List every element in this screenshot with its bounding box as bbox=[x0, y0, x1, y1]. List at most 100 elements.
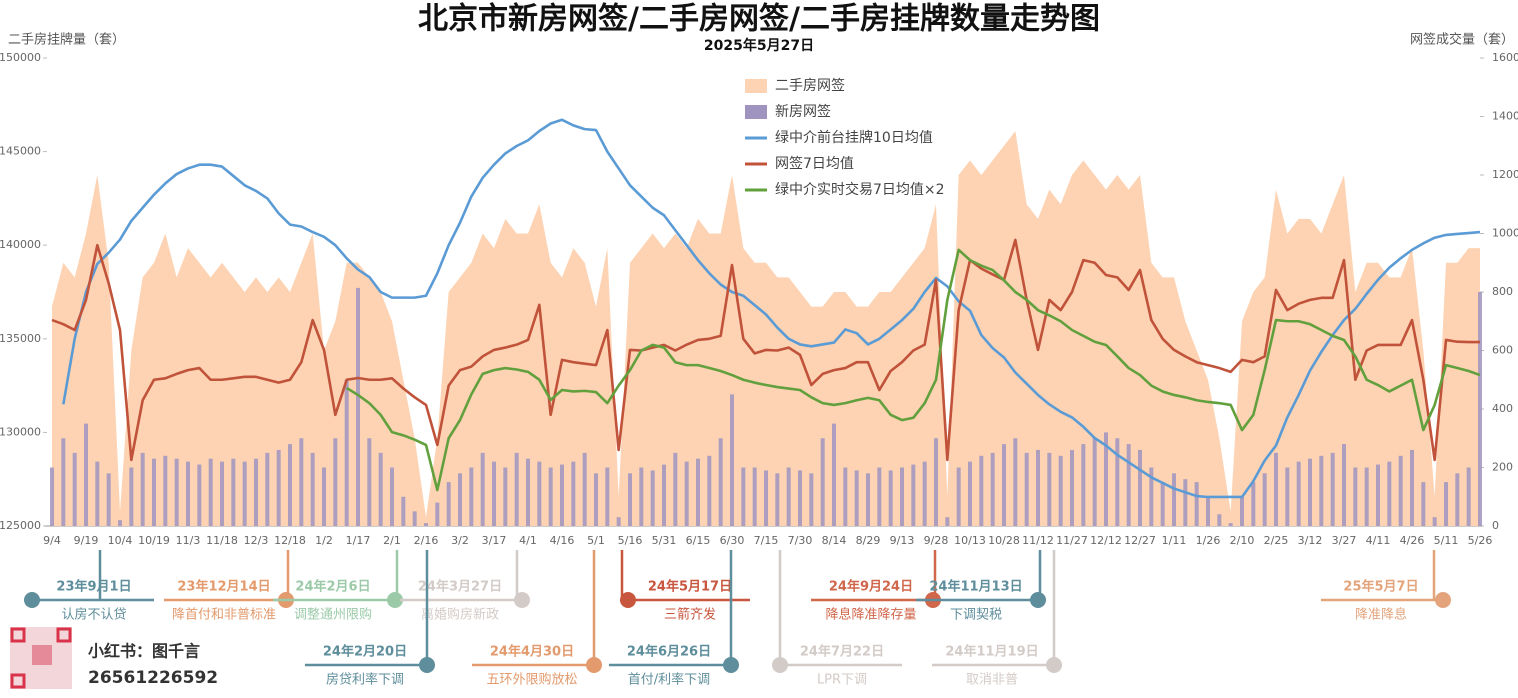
bar bbox=[548, 467, 553, 526]
x-tick-label: 5/1 bbox=[587, 534, 605, 547]
x-tick-label: 4/11 bbox=[1366, 534, 1391, 547]
bar bbox=[344, 379, 349, 526]
annotation-marker bbox=[1030, 592, 1046, 608]
bar bbox=[752, 467, 757, 526]
annotation-date: 24年3月27日 bbox=[418, 579, 502, 595]
annotation-text: LPR下调 bbox=[817, 673, 867, 688]
x-tick-label: 5/11 bbox=[1434, 534, 1459, 547]
bar bbox=[1228, 523, 1233, 526]
line bbox=[51, 238, 1480, 462]
x-tick-label: 5/26 bbox=[1468, 534, 1493, 547]
bar bbox=[1104, 432, 1108, 526]
bar bbox=[684, 461, 689, 526]
annotation-date: 23年12月14日 bbox=[177, 579, 270, 595]
x-tick-label: 11/27 bbox=[1056, 534, 1088, 547]
x-tick-label: 9/13 bbox=[890, 534, 915, 547]
y-tick-label: 130000 bbox=[0, 425, 41, 438]
x-tick-label: 1/2 bbox=[315, 534, 333, 547]
bar bbox=[1444, 482, 1448, 526]
bar bbox=[1013, 438, 1018, 526]
x-tick-label: 6/15 bbox=[686, 534, 711, 547]
annotation-text: 调整通州限购 bbox=[294, 607, 372, 623]
bar bbox=[650, 470, 655, 526]
qr-code bbox=[10, 627, 72, 689]
x-tick-label: 3/27 bbox=[1332, 534, 1357, 547]
bar bbox=[877, 467, 882, 526]
bar bbox=[231, 458, 236, 526]
bar bbox=[1183, 479, 1188, 526]
x-tick-label: 11/3 bbox=[176, 534, 201, 547]
bar bbox=[197, 464, 202, 526]
line bbox=[62, 118, 1481, 499]
bar bbox=[911, 464, 916, 526]
bar bbox=[1330, 452, 1335, 526]
footer-account: 小红书：图千言 bbox=[88, 642, 200, 661]
x-tick-label: 4/26 bbox=[1400, 534, 1425, 547]
x-tick-label: 3/17 bbox=[482, 534, 507, 547]
x-tick-label: 11/12 bbox=[1022, 534, 1054, 547]
bar bbox=[1285, 467, 1290, 526]
y-tick-label: 140000 bbox=[0, 238, 41, 251]
bar bbox=[968, 461, 972, 526]
annotation-date: 24年9月24日 bbox=[829, 579, 913, 595]
bar bbox=[707, 455, 712, 526]
x-tick-label: 9/19 bbox=[74, 534, 99, 547]
bar bbox=[1455, 473, 1460, 526]
x-tick-label: 2/16 bbox=[414, 534, 439, 547]
bar bbox=[72, 452, 77, 526]
annotation-marker bbox=[24, 592, 40, 608]
bar bbox=[1138, 449, 1142, 526]
bar bbox=[367, 438, 372, 526]
bar bbox=[832, 423, 836, 526]
bar bbox=[741, 467, 746, 526]
bar bbox=[401, 496, 406, 526]
bar bbox=[1262, 473, 1267, 526]
bar bbox=[390, 467, 394, 526]
bar bbox=[254, 458, 258, 526]
bar bbox=[1172, 473, 1176, 526]
footer-id: 26561226592 bbox=[88, 668, 218, 688]
x-tick-label: 11/18 bbox=[206, 534, 238, 547]
bar bbox=[469, 467, 474, 526]
bar bbox=[412, 511, 417, 526]
bar bbox=[435, 502, 440, 526]
x-tick-label: 4/16 bbox=[550, 534, 575, 547]
x-tick-label: 3/12 bbox=[1298, 534, 1323, 547]
annotation-text: 降息降准降存量 bbox=[825, 607, 916, 623]
x-tick-label: 12/18 bbox=[274, 534, 306, 547]
bar bbox=[1092, 438, 1097, 526]
bar bbox=[95, 461, 100, 526]
bar bbox=[775, 473, 780, 526]
y2-tick-label: 1000 bbox=[1492, 227, 1518, 240]
area bbox=[52, 131, 1480, 526]
x-tick-label: 12/27 bbox=[1124, 534, 1156, 547]
x-tick-label: 9/4 bbox=[43, 534, 61, 547]
bar bbox=[299, 438, 304, 526]
bar bbox=[1024, 452, 1029, 526]
x-tick-label: 8/14 bbox=[822, 534, 847, 547]
annotation-marker bbox=[723, 657, 739, 673]
bar bbox=[288, 444, 292, 526]
bar bbox=[1058, 455, 1063, 526]
x-tick-label: 10/13 bbox=[954, 534, 986, 547]
x-tick-label: 8/29 bbox=[856, 534, 881, 547]
bar bbox=[730, 394, 734, 526]
bar bbox=[616, 517, 621, 526]
annotation-text: 三箭齐发 bbox=[664, 607, 716, 623]
bar bbox=[1194, 482, 1199, 526]
bar bbox=[888, 470, 893, 526]
x-tick-label: 10/19 bbox=[138, 534, 170, 547]
legend-label: 新房网签 bbox=[775, 103, 831, 120]
bar bbox=[526, 458, 530, 526]
bar bbox=[492, 461, 496, 526]
x-tick-label: 7/15 bbox=[754, 534, 779, 547]
annotation-text: 降准降息 bbox=[1355, 607, 1407, 623]
bar bbox=[174, 458, 179, 526]
annotation-marker bbox=[419, 657, 435, 673]
bar bbox=[1398, 455, 1403, 526]
y2-tick-label: 600 bbox=[1492, 344, 1513, 357]
annotation-text: 认房不认贷 bbox=[61, 607, 126, 623]
y-tick-label: 145000 bbox=[0, 145, 41, 158]
bar bbox=[956, 467, 961, 526]
